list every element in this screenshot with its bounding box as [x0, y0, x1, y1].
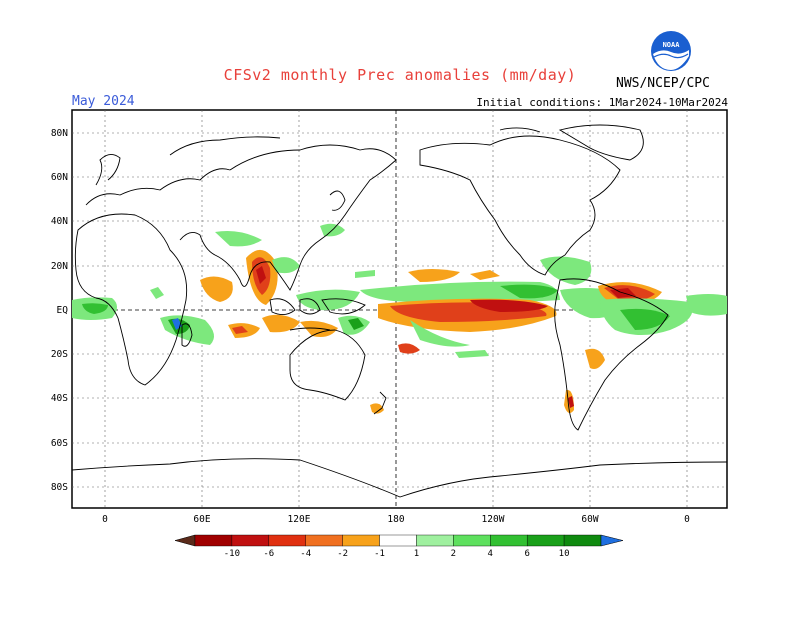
colorbar-arrow-low	[174, 534, 196, 547]
colorbar-label: -10	[224, 549, 240, 559]
y-axis-labels: 80N 60N 40N 20N EQ 20S 40S 60S 80S	[51, 128, 68, 493]
colorbar-label: 4	[488, 549, 493, 559]
x-axis-labels: 0 60E 120E 180 120W 60W 0	[102, 514, 690, 525]
colorbar-label: -1	[374, 549, 385, 559]
svg-text:NOAA: NOAA	[663, 41, 681, 49]
south-america-coast	[554, 278, 669, 431]
colorbar-swatch	[342, 534, 380, 547]
colorbar-swatch	[453, 534, 491, 547]
x-tick-label: 60W	[581, 514, 598, 525]
coastlines	[71, 124, 728, 498]
colorbar-arrow-high	[600, 534, 624, 547]
y-tick-label: 20N	[51, 261, 68, 272]
x-tick-label: 0	[102, 514, 108, 525]
y-tick-label: 20S	[51, 349, 68, 360]
colorbar-swatch	[305, 534, 343, 547]
anomaly-shading	[72, 223, 727, 414]
initial-conditions-label: Initial conditions: 1Mar2024-10Mar2024	[476, 96, 728, 109]
x-tick-label: 60E	[193, 514, 210, 525]
greenland-coast	[558, 124, 644, 161]
colorbar-swatch	[268, 534, 306, 547]
y-tick-label: 80S	[51, 482, 68, 493]
colorbar-swatch	[526, 534, 565, 547]
y-tick-label: 40N	[51, 216, 68, 227]
madagascar-coast	[181, 323, 193, 347]
colorbar-label: 6	[524, 549, 529, 559]
africa-coast	[74, 213, 188, 386]
colorbar-swatch	[194, 534, 233, 547]
colorbar-swatch	[416, 534, 454, 547]
dry-region-arabian-sea	[200, 276, 233, 302]
map-title: CFSv2 monthly Prec anomalies (mm/day)	[223, 66, 577, 84]
colorbar-label: -6	[263, 549, 274, 559]
noaa-logo-icon: NOAA	[651, 31, 691, 71]
colorbar-label: -2	[337, 549, 348, 559]
y-tick-label: 60N	[51, 172, 68, 183]
colorbar: -10 -6 -4 -2 -1 1 2 4 6 10	[174, 534, 624, 559]
colorbar-swatch	[563, 534, 602, 547]
x-tick-label: 0	[684, 514, 690, 525]
colorbar-label: -4	[300, 549, 311, 559]
x-tick-label: 180	[387, 514, 404, 525]
x-tick-label: 120E	[288, 514, 311, 525]
colorbar-swatch	[231, 534, 270, 547]
wet-region-maritime	[296, 289, 360, 311]
valid-month-label: May 2024	[72, 94, 135, 109]
colorbar-swatch	[490, 534, 528, 547]
colorbar-label: 10	[559, 549, 570, 559]
y-tick-label: 40S	[51, 393, 68, 404]
graticule	[72, 110, 727, 508]
colorbar-label: 1	[414, 549, 419, 559]
y-tick-label: EQ	[57, 305, 69, 316]
agency-label: NWS/NCEP/CPC	[616, 76, 710, 91]
y-tick-label: 80N	[51, 128, 68, 139]
colorbar-label: 2	[451, 549, 456, 559]
australia-coast	[289, 329, 366, 401]
x-tick-label: 120W	[482, 514, 505, 525]
antarctica-coast	[71, 458, 728, 498]
north-america-coast	[419, 135, 621, 276]
y-tick-label: 60S	[51, 438, 68, 449]
colorbar-swatch	[379, 534, 417, 547]
